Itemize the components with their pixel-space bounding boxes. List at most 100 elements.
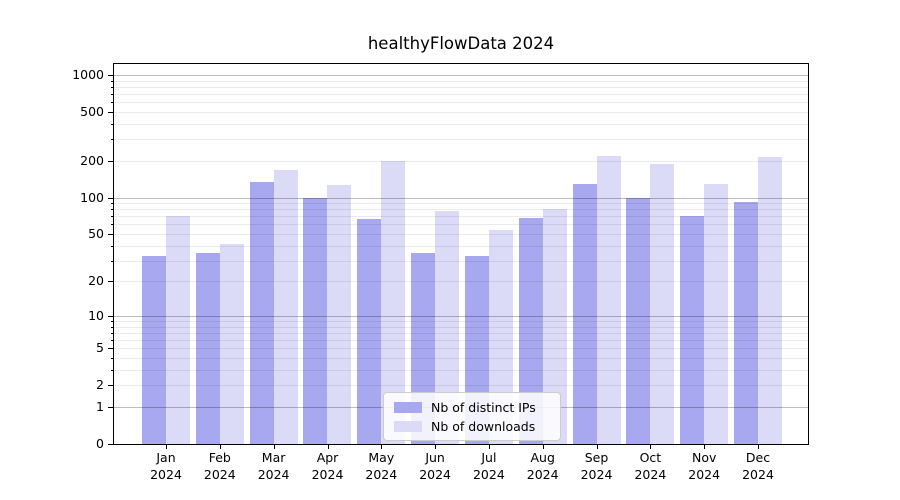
gridline-minor-9 bbox=[114, 321, 808, 322]
gridline-minor-400 bbox=[114, 123, 808, 125]
y-tick-label-100: 100 bbox=[80, 189, 104, 205]
legend-label-downloads: Nb of downloads bbox=[431, 418, 536, 434]
x-tick-jan bbox=[166, 445, 167, 449]
gridline-major-100 bbox=[114, 197, 808, 199]
legend-item-distinct-ips: Nb of distinct IPs bbox=[394, 400, 560, 415]
y-minortick-400 bbox=[111, 123, 113, 125]
x-tick-sep bbox=[596, 445, 598, 449]
x-tick-label-jun: Jun 2024 bbox=[419, 450, 451, 482]
x-tick-label-sep: Sep 2024 bbox=[580, 450, 613, 482]
y-tick-label-20: 20 bbox=[88, 273, 104, 289]
x-tick-may bbox=[381, 445, 383, 449]
y-minortick-5 bbox=[111, 348, 113, 350]
gridline-minor-7 bbox=[114, 332, 808, 334]
x-tick-mar bbox=[273, 445, 275, 449]
bar-nb-of-distinct-ips-dec bbox=[734, 201, 758, 444]
y-minortick-30 bbox=[111, 260, 113, 262]
y-minortick-90 bbox=[111, 203, 113, 205]
gridline-minor-700 bbox=[114, 94, 808, 95]
gridline-minor-80 bbox=[114, 209, 808, 211]
y-tick-label-2: 2 bbox=[96, 377, 104, 393]
y-minortick-6 bbox=[111, 340, 113, 342]
y-tick-0 bbox=[108, 444, 113, 445]
plot-area: Nb of distinct IPs Nb of downloads bbox=[113, 63, 809, 445]
x-tick-aug bbox=[542, 445, 544, 449]
y-minortick-2 bbox=[111, 385, 113, 387]
bar-nb-of-downloads-oct bbox=[650, 163, 675, 444]
x-tick-apr bbox=[327, 445, 329, 449]
bar-nb-of-distinct-ips-apr bbox=[303, 197, 328, 444]
x-tick-feb bbox=[219, 445, 221, 449]
legend: Nb of distinct IPs Nb of downloads bbox=[383, 392, 561, 441]
gridline-minor-900 bbox=[114, 80, 808, 82]
gridline-minor-90 bbox=[114, 203, 808, 205]
gridline-minor-50 bbox=[114, 234, 808, 235]
x-tick-jul bbox=[488, 445, 490, 449]
y-tick-label-10: 10 bbox=[88, 307, 104, 323]
y-minortick-70 bbox=[111, 216, 113, 218]
y-tick-50 bbox=[108, 234, 113, 235]
y-minortick-500 bbox=[111, 112, 113, 113]
bar-nb-of-distinct-ips-feb bbox=[195, 252, 220, 444]
y-minortick-9 bbox=[111, 321, 113, 322]
gridline-minor-20 bbox=[114, 281, 808, 283]
y-minortick-600 bbox=[111, 102, 113, 104]
bar-nb-of-downloads-apr bbox=[327, 185, 352, 444]
x-tick-dec bbox=[758, 445, 759, 449]
y-tick-1 bbox=[108, 407, 113, 408]
gridline-minor-5 bbox=[114, 348, 808, 350]
bar-nb-of-downloads-jan bbox=[166, 216, 190, 444]
y-tick-200 bbox=[108, 160, 113, 162]
gridline-major-10 bbox=[114, 315, 808, 317]
y-tick-2 bbox=[108, 385, 113, 387]
bar-nb-of-distinct-ips-mar bbox=[249, 181, 274, 444]
gridline-major-1000 bbox=[114, 75, 808, 76]
gridline-minor-800 bbox=[114, 86, 808, 88]
gridline-minor-8 bbox=[114, 326, 808, 328]
x-tick-label-apr: Apr 2024 bbox=[311, 450, 344, 482]
grid-layer bbox=[114, 64, 808, 444]
y-minortick-4 bbox=[111, 358, 113, 359]
bar-nb-of-distinct-ips-nov bbox=[680, 216, 705, 444]
y-tick-label-0: 0 bbox=[96, 436, 104, 451]
y-tick-10 bbox=[108, 315, 113, 317]
x-tick-label-aug: Aug 2024 bbox=[526, 450, 559, 482]
gridline-minor-300 bbox=[114, 139, 808, 141]
x-tick-label-feb: Feb 2024 bbox=[203, 450, 236, 482]
bar-nb-of-downloads-dec bbox=[758, 156, 782, 444]
x-tick-label-jan: Jan 2024 bbox=[150, 450, 182, 482]
gridline-minor-6 bbox=[114, 340, 808, 342]
x-tick-oct bbox=[650, 445, 652, 449]
gridline-minor-4 bbox=[114, 358, 808, 359]
x-tick-label-may: May 2024 bbox=[365, 450, 398, 482]
y-minortick-200 bbox=[111, 160, 113, 162]
y-minortick-50 bbox=[111, 234, 113, 235]
bar-nb-of-downloads-mar bbox=[273, 170, 298, 444]
legend-swatch-downloads bbox=[394, 420, 422, 432]
y-minortick-80 bbox=[111, 209, 113, 211]
y-tick-label-1000: 1000 bbox=[72, 67, 104, 82]
x-tick-label-mar: Mar 2024 bbox=[257, 450, 290, 482]
y-minortick-40 bbox=[111, 245, 113, 247]
y-minortick-20 bbox=[111, 281, 113, 283]
gridline-minor-500 bbox=[114, 112, 808, 113]
gridline-minor-70 bbox=[114, 216, 808, 218]
legend-swatch-distinct-ips bbox=[394, 401, 422, 413]
x-tick-jun bbox=[435, 445, 437, 449]
gridline-minor-40 bbox=[114, 245, 808, 247]
gridline-minor-2 bbox=[114, 385, 808, 387]
gridline-minor-200 bbox=[114, 160, 808, 162]
y-minortick-8 bbox=[111, 326, 113, 328]
bar-nb-of-distinct-ips-oct bbox=[626, 197, 651, 444]
y-minortick-700 bbox=[111, 94, 113, 95]
y-minortick-7 bbox=[111, 332, 113, 334]
y-minortick-300 bbox=[111, 139, 113, 141]
x-tick-label-dec: Dec 2024 bbox=[742, 450, 774, 482]
chart-title: healthyFlowData 2024 bbox=[367, 34, 555, 53]
y-minortick-3 bbox=[111, 370, 113, 371]
y-tick-label-50: 50 bbox=[88, 225, 104, 241]
legend-label-distinct-ips: Nb of distinct IPs bbox=[431, 399, 536, 415]
x-tick-label-nov: Nov 2024 bbox=[688, 450, 721, 482]
bar-nb-of-downloads-nov bbox=[704, 184, 729, 444]
